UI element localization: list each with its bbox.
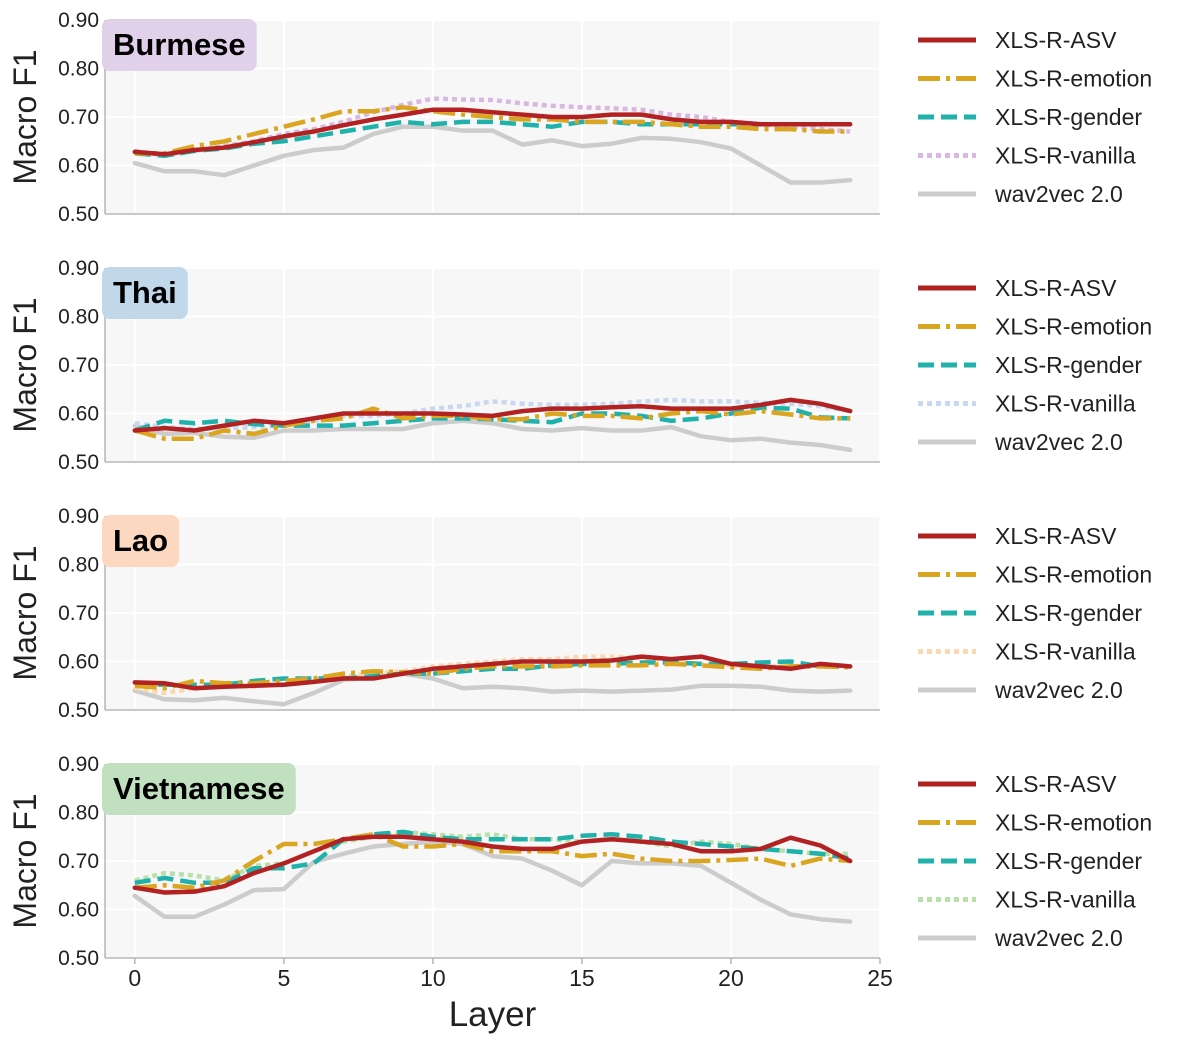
y-tick-label: 0.80 — [58, 554, 99, 577]
y-axis-label: Macro F1 — [7, 297, 43, 432]
panel-thai: 0.50 0.60 0.70 0.80 0.90 Macro F1 Thai — [7, 257, 881, 474]
series-line-gender — [134, 829, 851, 886]
y-tick-label: 0.90 — [58, 257, 99, 280]
legend-label-wav2vec: wav2vec 2.0 — [994, 181, 1123, 207]
legend-label-emotion: XLS-R-emotion — [995, 314, 1152, 340]
panel-title: Vietnamese — [113, 771, 285, 806]
series-line-wav2vec — [132, 839, 853, 924]
legend-lao: XLS-R-ASV XLS-R-emotion XLS-R-gender XLS-R-… — [918, 523, 1152, 703]
y-tick-label: 0.80 — [58, 306, 99, 329]
y-tick-label: 0.70 — [58, 354, 99, 377]
series-line-emotion — [134, 105, 851, 156]
legend-label-gender: XLS-R-gender — [995, 352, 1142, 378]
legend-label-vanilla: XLS-R-vanilla — [995, 143, 1136, 169]
legend-label-emotion: XLS-R-emotion — [995, 562, 1152, 588]
y-tick-label: 0.60 — [58, 651, 99, 674]
x-tick-label: 15 — [569, 965, 595, 991]
y-tick-label: 0.70 — [58, 602, 99, 625]
legend-label-wav2vec: wav2vec 2.0 — [994, 429, 1123, 455]
legend-label-gender: XLS-R-gender — [995, 848, 1142, 874]
x-tick-label: 5 — [277, 965, 290, 991]
legend-label-vanilla: XLS-R-vanilla — [995, 391, 1136, 417]
series-line-emotion — [134, 406, 851, 441]
legend-label-asv: XLS-R-ASV — [995, 771, 1117, 797]
series-line-emotion — [134, 832, 851, 890]
legend-label-gender: XLS-R-gender — [995, 104, 1142, 130]
y-tick-label: 0.50 — [58, 451, 99, 474]
y-tick-label: 0.50 — [58, 203, 99, 226]
legend-label-wav2vec: wav2vec 2.0 — [994, 925, 1123, 951]
legend-label-emotion: XLS-R-emotion — [995, 810, 1152, 836]
panel-vietnamese: 0.50 0.60 0.70 0.80 0.90 Macro F1 Vietnamese — [7, 753, 881, 970]
y-tick-label: 0.70 — [58, 106, 99, 129]
x-tick-label: 10 — [420, 965, 446, 991]
legend-label-vanilla: XLS-R-vanilla — [995, 887, 1136, 913]
y-tick-label: 0.50 — [58, 699, 99, 722]
legend-label-emotion: XLS-R-emotion — [995, 66, 1152, 92]
panel-title-background — [102, 267, 188, 319]
series-line-gender — [134, 405, 851, 433]
y-tick-label: 0.50 — [58, 947, 99, 970]
panel-title-badge: Thai — [102, 267, 188, 319]
legend-burmese: XLS-R-ASV XLS-R-emotion XLS-R-gender XLS-R-… — [918, 27, 1152, 207]
panel-title-background — [102, 763, 296, 815]
series-line-vanilla — [134, 397, 851, 432]
y-axis-label: Macro F1 — [7, 49, 43, 184]
series-line-asv — [132, 397, 853, 433]
series-line-gender — [134, 659, 851, 688]
panel-title: Burmese — [113, 27, 246, 62]
panel-lao: 0.50 0.60 0.70 0.80 0.90 Macro F1 Lao — [7, 505, 881, 722]
x-tick-label: 20 — [718, 965, 744, 991]
panel-title-badge: Burmese — [102, 19, 257, 71]
x-axis-label: Layer — [449, 995, 537, 1034]
y-tick-label: 0.90 — [58, 505, 99, 528]
legend-label-wav2vec: wav2vec 2.0 — [994, 677, 1123, 703]
panel-title: Thai — [113, 275, 177, 310]
y-axis-label: Macro F1 — [7, 545, 43, 680]
y-tick-label: 0.90 — [58, 753, 99, 776]
series-line-asv — [132, 654, 853, 691]
series-line-vanilla — [134, 829, 851, 883]
series-line-emotion — [134, 661, 851, 691]
series-line-wav2vec — [132, 124, 853, 185]
panel-burmese: 0.50 0.60 0.70 0.80 0.90 Macro F1 Burmese — [7, 9, 881, 226]
legend-label-gender: XLS-R-gender — [995, 600, 1142, 626]
y-axis-label: Macro F1 — [7, 793, 43, 928]
legend-label-asv: XLS-R-ASV — [995, 27, 1117, 53]
series-line-asv — [132, 107, 853, 157]
y-tick-label: 0.90 — [58, 9, 99, 32]
y-tick-label: 0.70 — [58, 850, 99, 873]
x-tick-label: 0 — [128, 965, 141, 991]
legend-label-asv: XLS-R-ASV — [995, 275, 1117, 301]
legend-label-vanilla: XLS-R-vanilla — [995, 639, 1136, 665]
panel-title-badge: Lao — [102, 515, 180, 567]
series-line-asv — [132, 834, 853, 895]
y-tick-label: 0.80 — [58, 802, 99, 825]
legend-label-asv: XLS-R-ASV — [995, 523, 1117, 549]
x-tick-label: 25 — [867, 965, 893, 991]
panel-title-background — [102, 515, 180, 567]
panel-title-badge: Vietnamese — [102, 763, 296, 815]
series-line-wav2vec — [132, 418, 853, 453]
legend-thai: XLS-R-ASV XLS-R-emotion XLS-R-gender XLS-R-… — [918, 275, 1152, 455]
panel-title: Lao — [113, 523, 168, 558]
y-tick-label: 0.60 — [58, 403, 99, 426]
y-tick-label: 0.60 — [58, 155, 99, 178]
legend-vietnamese: XLS-R-ASV XLS-R-emotion XLS-R-gender XLS-R-… — [918, 771, 1152, 951]
y-tick-label: 0.60 — [58, 899, 99, 922]
series-line-wav2vec — [132, 671, 853, 707]
panel-title-background — [102, 19, 257, 71]
y-tick-label: 0.80 — [58, 58, 99, 81]
